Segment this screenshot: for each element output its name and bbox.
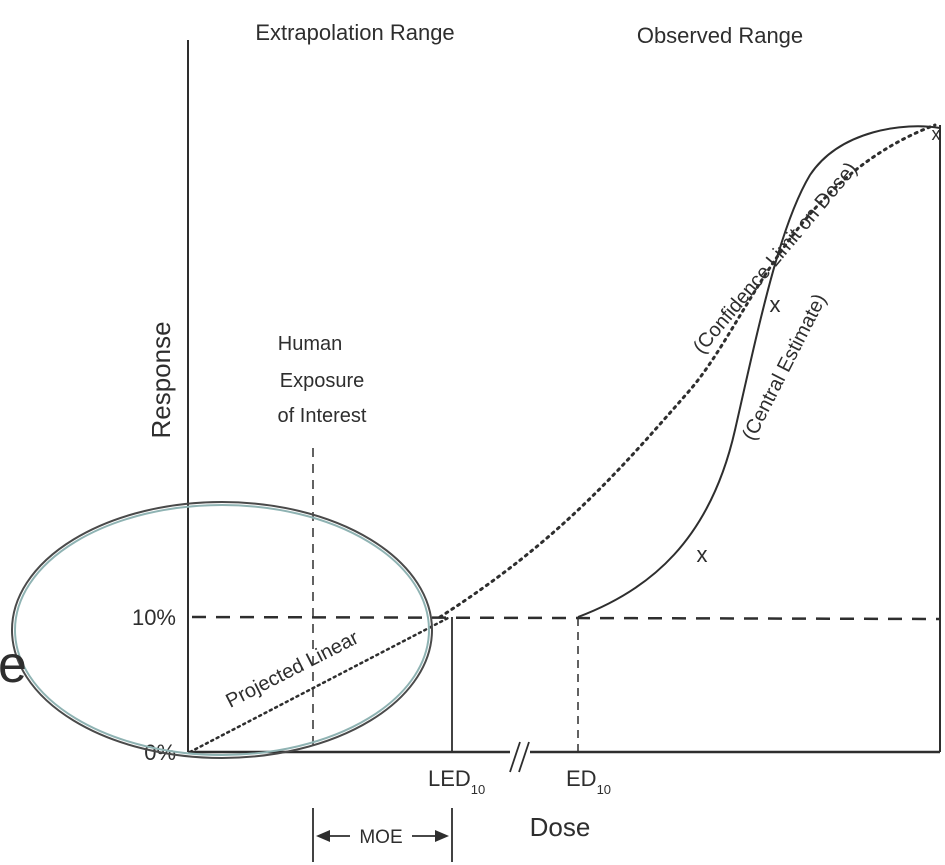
central-estimate-curve (577, 125, 941, 618)
extrapolation-range-heading: Extrapolation Range (255, 20, 454, 45)
x-axis-label: Dose (530, 812, 591, 842)
ed10-sub: 10 (597, 782, 611, 797)
human-exposure-line-1: Human (278, 333, 342, 355)
confidence-limit-curve (438, 123, 937, 619)
moe-arrow-left-icon (316, 830, 330, 842)
human-exposure-line-2: Exposure (280, 370, 365, 392)
human-exposure-label: Human Exposure of Interest (278, 333, 367, 427)
ed10-label: ED10 (566, 766, 611, 797)
moe-label: MOE (359, 827, 402, 848)
axis-break-marks (509, 741, 530, 773)
highlight-ellipse-outer (11, 501, 433, 759)
ten-percent-reference-line (191, 615, 941, 621)
highlight-ellipse-inner (14, 504, 430, 756)
led10-label: LED10 (428, 766, 485, 797)
data-point-marker-top: x (932, 124, 941, 144)
led10-sub: 10 (471, 782, 485, 797)
central-estimate-label: (Central Estimate) (738, 290, 831, 444)
observed-range-heading: Observed Range (637, 23, 803, 48)
overlay-letter: e (0, 636, 27, 694)
human-exposure-line-3: of Interest (278, 405, 367, 427)
projected-linear-line (188, 615, 452, 754)
confidence-limit-label: (Confidence Limit on Dose) (689, 158, 862, 358)
data-point-marker-low: x (697, 542, 708, 567)
moe-bracket: MOE (312, 808, 453, 862)
led10-main: LED (428, 766, 471, 791)
ed10-main: ED (566, 766, 597, 791)
data-point-marker-high: x (770, 292, 781, 317)
y-axis-label: Response (146, 321, 176, 438)
tick-10-percent: 10% (132, 605, 176, 630)
moe-arrow-right-icon (435, 830, 449, 842)
